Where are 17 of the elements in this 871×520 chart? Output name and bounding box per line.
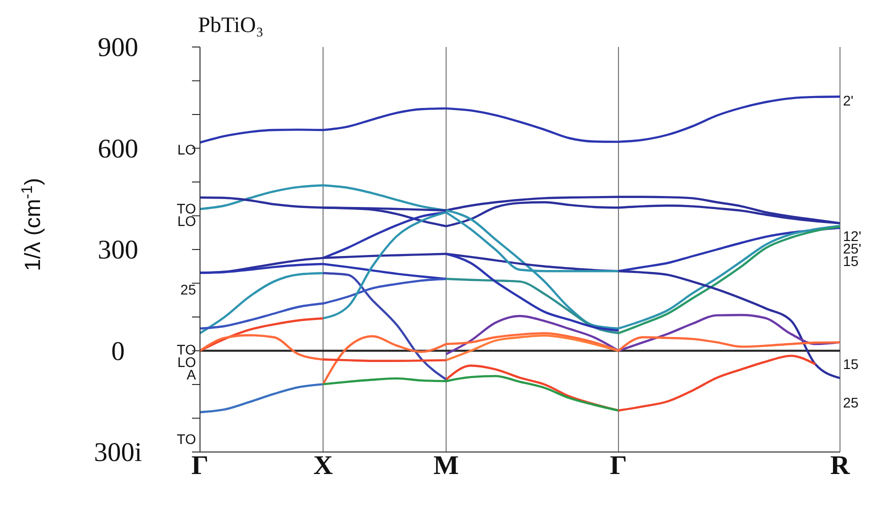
annotation: 25 [180, 282, 196, 298]
y-tick-label: 300i [94, 437, 142, 467]
annotation: 25 [843, 394, 859, 411]
x-tick-label: R [830, 450, 850, 480]
annotation: 2' [843, 92, 854, 108]
x-tick-label: Γ [191, 450, 209, 480]
y-tick-label: 300 [98, 234, 138, 264]
annotation: LO [177, 142, 196, 158]
y-tick-label: 0 [111, 336, 125, 366]
annotation: TO [176, 431, 196, 448]
y-tick-label: 600 [98, 133, 138, 164]
annotation: 15 [843, 356, 859, 372]
y-tick-label: 900 [98, 32, 138, 62]
x-tick-label: Γ [610, 450, 628, 480]
chart-title: PbTiO₃ [198, 12, 264, 37]
x-tick-label: M [433, 450, 459, 480]
x-tick-label: X [313, 450, 334, 480]
